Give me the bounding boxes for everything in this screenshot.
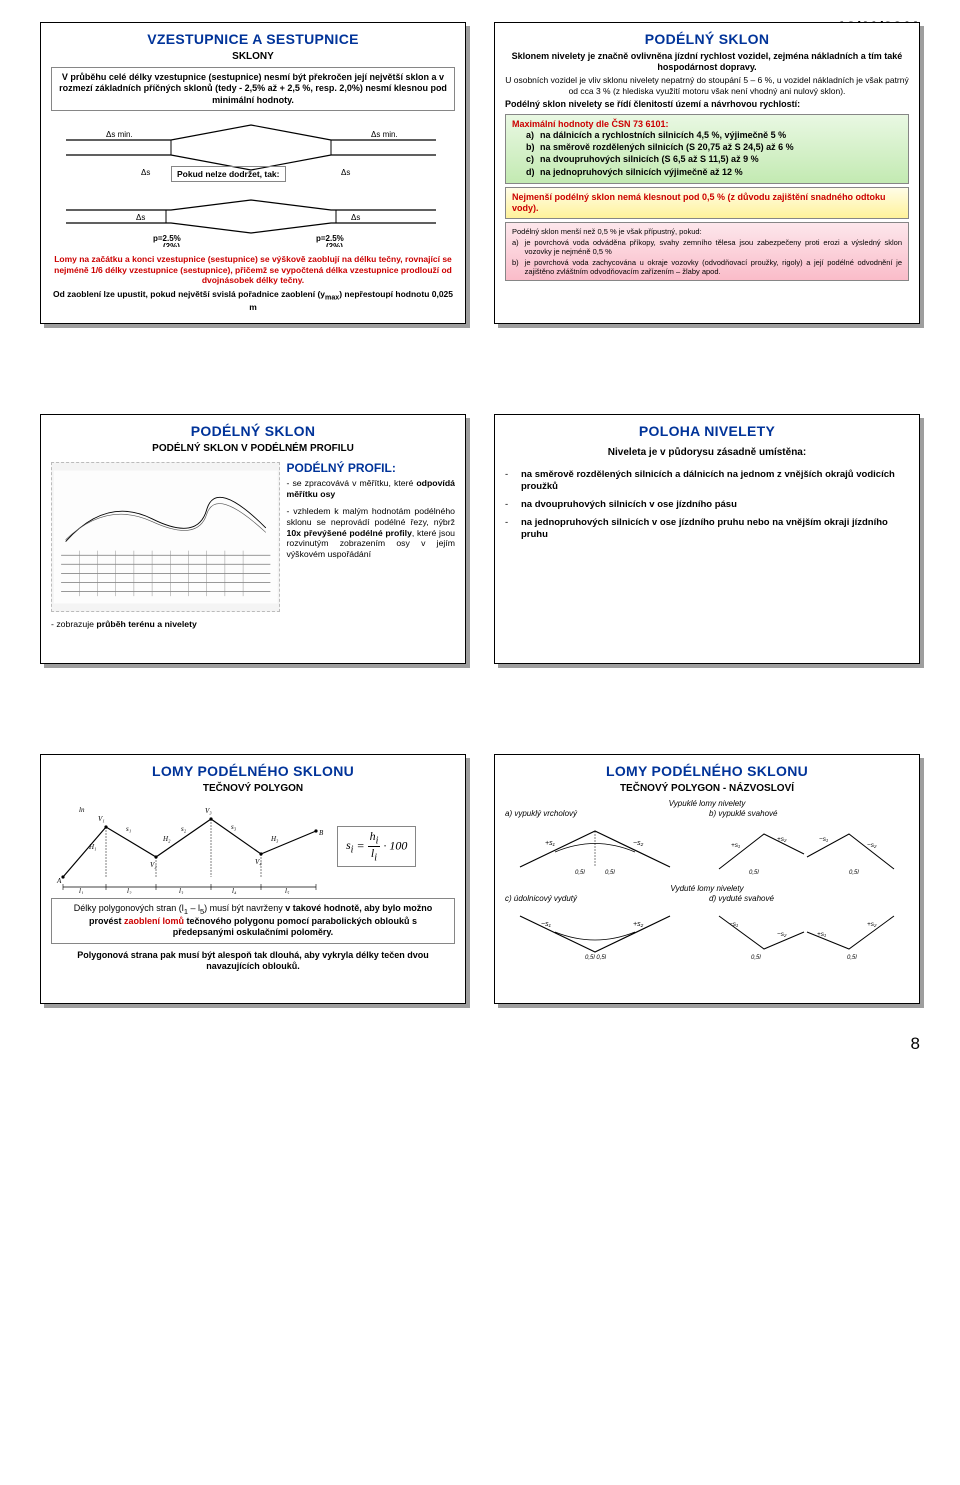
svg-text:A: A [56,877,62,885]
svg-text:−s₂: −s₂ [867,842,877,849]
svg-text:−s₂: −s₂ [777,931,787,938]
mid-note: Pokud nelze dodržet, tak: [171,166,286,183]
svg-text:+s₂: +s₂ [633,921,644,928]
max-list: a)na dálnicích a rychlostních silnicích … [512,130,902,178]
diagram-vypukle-svahove: +s₁ +s₂ −s₁ −s₂ 0,5l 0,5l [709,819,909,877]
diagram-udolnicovy: −s₁ +s₂ 0,5l 0,5l [505,904,705,962]
slide-vzestupnice: VZESTUPNICE A SESTUPNICE SKLONY V průběh… [40,22,466,324]
slide-title: PODÉLNÝ SKLON [505,31,909,49]
diagram-polygon: l₁l₂ l₃l₄ l₅ AB V₁V₂ V₃V₄ lns₁ s₂s₃ H₁H₂… [51,799,331,894]
svg-text:l₃: l₃ [179,887,184,894]
slide-podelny-profil: PODÉLNÝ SKLON PODÉLNÝ SKLON V PODÉLNÉM P… [40,414,466,664]
svg-text:l₄: l₄ [232,887,237,894]
svg-text:+s₂: +s₂ [867,921,877,928]
label-b: b) vypuklé svahové [709,809,909,819]
svg-text:V₃: V₃ [205,807,212,815]
section-label: PODÉLNÝ PROFIL: [286,461,455,476]
svg-text:+s₁: +s₁ [817,931,826,938]
p2: U osobních vozidel je vliv sklonu nivele… [505,75,909,96]
svg-text:s₂: s₂ [181,825,187,833]
svg-text:0,5l: 0,5l [849,870,859,876]
svg-text:ln: ln [79,806,85,814]
svg-text:(2%): (2%) [326,242,343,247]
svg-text:+s₂: +s₂ [777,836,787,843]
svg-text:0,5l: 0,5l [575,870,585,876]
svg-text:0,5l 0,5l: 0,5l 0,5l [585,955,607,961]
slide-subtitle: SKLONY [51,51,455,64]
max-box: Maximální hodnoty dle ČSN 73 6101: a)na … [505,114,909,184]
max-heading: Maximální hodnoty dle ČSN 73 6101: [512,119,902,130]
svg-text:0,5l: 0,5l [751,955,761,961]
svg-text:(2%): (2%) [163,242,180,247]
diagram-vydute-svahove: −s₁ −s₂ +s₁ +s₂ 0,5l 0,5l [709,904,909,962]
diagram-profil [51,462,280,612]
formula: si = hili · 100 [337,826,416,868]
svg-text:−s₁: −s₁ [541,921,552,928]
slide-podelny-sklon: PODÉLNÝ SKLON Sklonem nivelety je značně… [494,22,920,324]
svg-text:Δs: Δs [141,168,150,177]
p3: Podélný sklon nivelety se řídí členitost… [505,99,909,110]
svg-text:0,5l: 0,5l [749,870,759,876]
p1-box: Délky polygonových stran (l1 – l5) musí … [51,898,455,944]
profil-text: PODÉLNÝ PROFIL: - se zpracovává v měřítk… [286,459,455,615]
para1: Lomy na začátku a konci vzestupnice (ses… [51,254,455,286]
slide-title: LOMY PODÉLNÉHO SKLONU [51,763,455,781]
slide-title: LOMY PODÉLNÉHO SKLONU [505,763,909,781]
svg-text:s₁: s₁ [126,825,131,833]
svg-text:Δs: Δs [341,168,350,177]
slide-lomy-polygon: LOMY PODÉLNÉHO SKLONU TEČNOVÝ POLYGON [40,754,466,1004]
svg-text:Δs: Δs [351,213,360,222]
svg-text:Δs min.: Δs min. [106,130,133,139]
slide-subtitle: TEČNOVÝ POLYGON [51,783,455,796]
row1-heading: Vypuklé lomy nivelety [505,799,909,809]
slide-subtitle: TEČNOVÝ POLYGON - NÁZVOSLOVÍ [505,783,909,796]
intro: Niveleta je v půdorysu zásadně umístěna: [505,447,909,460]
items-list: -na směrově rozdělených silnicích a dáln… [505,469,909,540]
p2: Polygonová strana pak musí být alespoň t… [51,950,455,973]
slide-title: VZESTUPNICE A SESTUPNICE [51,31,455,49]
diagram-vypukly-vrcholovy: +s₁ −s₂ 0,5l 0,5l [505,819,705,877]
min-box: Nejmenší podélný sklon nemá klesnout pod… [505,187,909,220]
svg-text:l₅: l₅ [285,887,290,894]
svg-text:Δs: Δs [136,213,145,222]
svg-text:+s₁: +s₁ [731,842,740,849]
label-a: a) vypuklý vrcholový [505,809,705,819]
svg-text:H₁: H₁ [88,843,97,851]
svg-text:H₂: H₂ [162,835,171,843]
p1: Sklonem nivelety je značně ovlivněna jíz… [505,51,909,74]
label-c: c) údolnicový vydutý [505,894,705,904]
slide-lomy-nazvoslovi: LOMY PODÉLNÉHO SKLONU TEČNOVÝ POLYGON - … [494,754,920,1004]
svg-text:−s₁: −s₁ [819,836,828,843]
svg-text:+s₁: +s₁ [545,840,556,847]
slide-subtitle: PODÉLNÝ SKLON V PODÉLNÉM PROFILU [51,443,455,456]
svg-text:Δs min.: Δs min. [371,130,398,139]
slide-poloha-nivelety: POLOHA NIVELETY Niveleta je v půdorysu z… [494,414,920,664]
svg-text:−s₂: −s₂ [633,840,644,847]
svg-text:0,5l: 0,5l [605,870,615,876]
svg-text:s₃: s₃ [231,823,237,831]
svg-text:0,5l: 0,5l [847,955,857,961]
note-box: Podélný sklon menší než 0,5 % je však př… [505,222,909,281]
svg-text:l₁: l₁ [79,887,83,894]
svg-text:H₃: H₃ [270,835,279,843]
svg-text:l₂: l₂ [127,887,132,894]
label-d: d) vyduté svahové [709,894,909,904]
para2: Od zaoblení lze upustit, pokud největší … [51,289,455,313]
svg-text:V₁: V₁ [98,815,105,823]
intro-box: V průběhu celé délky vzestupnice (sestup… [51,67,455,111]
slide-title: POLOHA NIVELETY [505,423,909,441]
svg-text:−s₁: −s₁ [729,921,738,928]
slide-title: PODÉLNÝ SKLON [51,423,455,441]
row2-heading: Vyduté lomy nivelety [505,884,909,894]
page-number: 8 [911,1034,920,1054]
svg-text:B: B [319,829,324,837]
diagram-sklony-2: p=2.5% (2%) p=2.5% (2%) Δs Δs [51,195,455,247]
